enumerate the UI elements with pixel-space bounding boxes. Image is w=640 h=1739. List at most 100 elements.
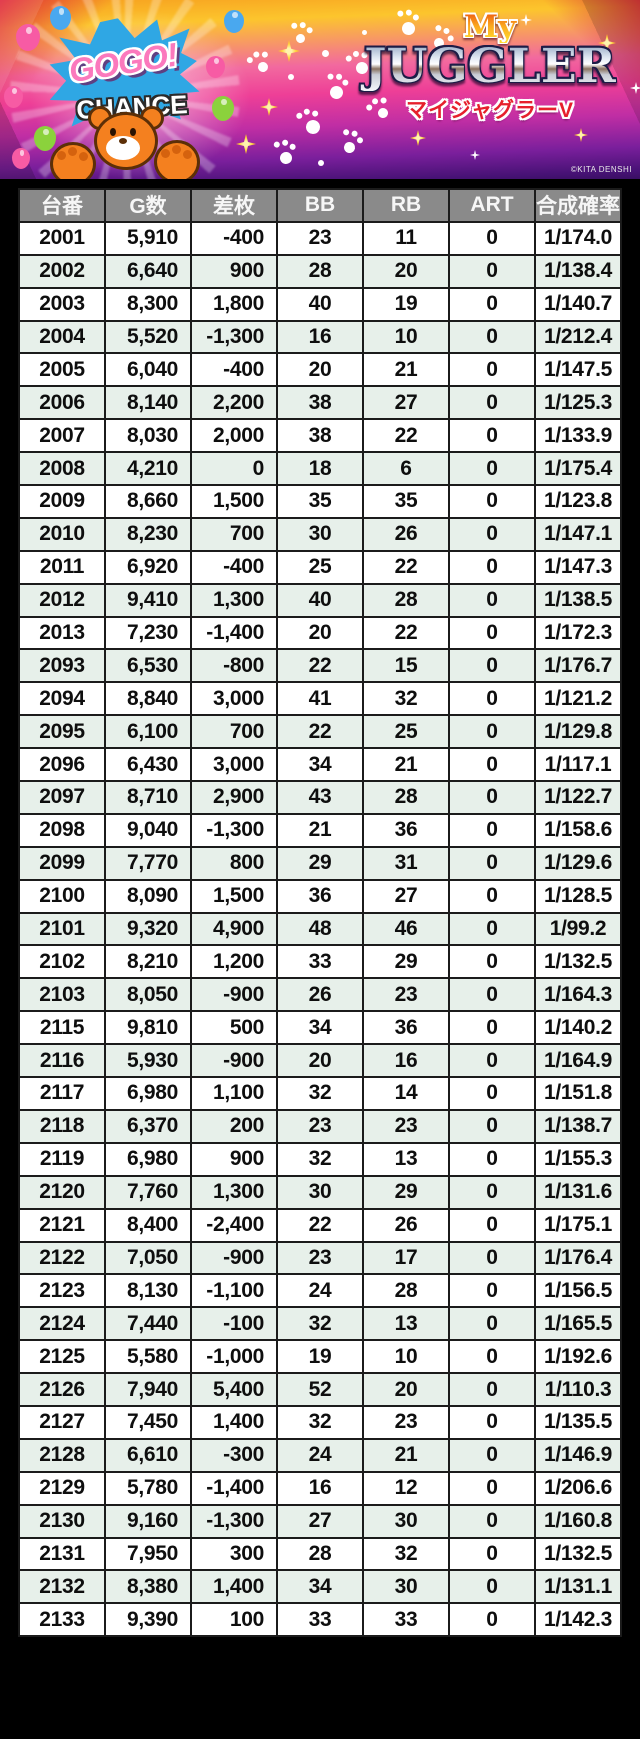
cell-combined-probability: 1/176.7	[534, 648, 622, 684]
cell-rb-count: 14	[362, 1076, 450, 1111]
cell-diff-medals: -1,400	[190, 1470, 278, 1506]
column-header-rb-count: RB	[362, 188, 450, 223]
cell-machine-number: 2008	[18, 451, 106, 487]
cell-game-count: 6,610	[104, 1437, 192, 1473]
table-row: 2132 8,380 1,400 34 30 0 1/131.1	[18, 1569, 622, 1605]
cell-art-count: 0	[448, 1470, 536, 1506]
cell-machine-number: 2129	[18, 1470, 106, 1506]
cell-bb-count: 20	[276, 615, 364, 651]
table-row: 2119 6,980 900 32 13 0 1/155.3	[18, 1141, 622, 1177]
cell-bb-count: 32	[276, 1141, 364, 1177]
cell-combined-probability: 1/133.9	[534, 418, 622, 454]
cell-combined-probability: 1/164.3	[534, 977, 622, 1013]
cell-diff-medals: 1,100	[190, 1076, 278, 1111]
table-row: 2121 8,400 -2,400 22 26 0 1/175.1	[18, 1207, 622, 1243]
cell-diff-medals: 1,400	[190, 1404, 278, 1440]
cell-bb-count: 32	[276, 1076, 364, 1111]
cell-rb-count: 17	[362, 1240, 450, 1276]
table-row: 2006 8,140 2,200 38 27 0 1/125.3	[18, 385, 622, 421]
cell-combined-probability: 1/121.2	[534, 681, 622, 717]
table-row: 2126 7,940 5,400 52 20 0 1/110.3	[18, 1372, 622, 1407]
cell-machine-number: 2007	[18, 418, 106, 454]
cell-diff-medals: 4,900	[190, 911, 278, 947]
cell-art-count: 0	[448, 1273, 536, 1309]
table-row: 2012 9,410 1,300 40 28 0 1/138.5	[18, 582, 622, 618]
cell-machine-number: 2103	[18, 977, 106, 1013]
cell-diff-medals: -1,100	[190, 1273, 278, 1309]
cell-bb-count: 22	[276, 1207, 364, 1243]
cell-machine-number: 2096	[18, 747, 106, 783]
cell-machine-number: 2093	[18, 648, 106, 684]
paw-print-icon	[328, 84, 345, 101]
balloon-icon	[12, 148, 30, 169]
cell-rb-count: 6	[362, 451, 450, 487]
cell-art-count: 0	[448, 812, 536, 848]
cell-rb-count: 30	[362, 1569, 450, 1605]
cell-art-count: 0	[448, 582, 536, 618]
cell-combined-probability: 1/132.5	[534, 944, 622, 980]
cell-machine-number: 2116	[18, 1043, 106, 1079]
cell-diff-medals: 700	[190, 516, 278, 552]
table-row: 2013 7,230 -1,400 20 22 0 1/172.3	[18, 615, 622, 651]
cell-game-count: 6,920	[104, 549, 192, 585]
cell-diff-medals: 3,000	[190, 681, 278, 717]
cell-rb-count: 10	[362, 1339, 450, 1375]
cell-diff-medals: 500	[190, 1010, 278, 1046]
cell-game-count: 7,770	[104, 845, 192, 881]
table-row: 2100 8,090 1,500 36 27 0 1/128.5	[18, 878, 622, 914]
cell-diff-medals: 2,000	[190, 418, 278, 454]
juggler-sub-text: マイジャグラーV	[406, 98, 574, 122]
cell-machine-number: 2100	[18, 878, 106, 914]
cell-machine-number: 2130	[18, 1503, 106, 1539]
cell-combined-probability: 1/125.3	[534, 385, 622, 421]
table-row: 2010 8,230 700 30 26 0 1/147.1	[18, 516, 622, 552]
cell-diff-medals: -2,400	[190, 1207, 278, 1243]
table-row: 2115 9,810 500 34 36 0 1/140.2	[18, 1010, 622, 1046]
cell-machine-number: 2102	[18, 944, 106, 980]
table-row: 2093 6,530 -800 22 15 0 1/176.7	[18, 648, 622, 684]
column-header-art-count: ART	[448, 188, 536, 223]
table-row: 2008 4,210 0 18 6 0 1/175.4	[18, 451, 622, 487]
cell-game-count: 7,050	[104, 1240, 192, 1276]
table-row: 2098 9,040 -1,300 21 36 0 1/158.6	[18, 812, 622, 848]
table-wrap: 台番 G数 差枚 BB RB ART 合成確率 2001 5,910 -400 23 11 0 1/17…	[18, 188, 622, 1638]
cell-machine-number: 2005	[18, 352, 106, 388]
balloon-icon	[16, 24, 40, 51]
tiger-icon	[50, 106, 210, 179]
cell-diff-medals: 5,400	[190, 1372, 278, 1407]
table-row: 2116 5,930 -900 20 16 0 1/164.9	[18, 1043, 622, 1079]
cell-art-count: 0	[448, 418, 536, 454]
cell-diff-medals: 200	[190, 1108, 278, 1144]
cell-game-count: 8,230	[104, 516, 192, 552]
cell-diff-medals: 300	[190, 1536, 278, 1572]
cell-rb-count: 35	[362, 484, 450, 519]
cell-machine-number: 2001	[18, 220, 106, 256]
cell-machine-number: 2133	[18, 1602, 106, 1638]
cell-diff-medals: -1,000	[190, 1339, 278, 1375]
cell-game-count: 6,370	[104, 1108, 192, 1144]
cell-art-count: 0	[448, 484, 536, 519]
cell-game-count: 4,210	[104, 451, 192, 487]
cell-rb-count: 23	[362, 977, 450, 1013]
cell-art-count: 0	[448, 1503, 536, 1539]
cell-combined-probability: 1/122.7	[534, 780, 622, 815]
cell-combined-probability: 1/140.2	[534, 1010, 622, 1046]
cell-rb-count: 28	[362, 780, 450, 815]
cell-art-count: 0	[448, 352, 536, 388]
table-row: 2101 9,320 4,900 48 46 0 1/99.2	[18, 911, 622, 947]
cell-machine-number: 2011	[18, 549, 106, 585]
cell-rb-count: 25	[362, 714, 450, 750]
cell-game-count: 5,930	[104, 1043, 192, 1079]
cell-game-count: 5,910	[104, 220, 192, 256]
cell-diff-medals: 1,400	[190, 1569, 278, 1605]
cell-combined-probability: 1/129.6	[534, 845, 622, 881]
sparkle-icon	[260, 98, 278, 116]
cell-diff-medals: 1,300	[190, 582, 278, 618]
cell-art-count: 0	[448, 911, 536, 947]
table-row: 2099 7,770 800 29 31 0 1/129.6	[18, 845, 622, 881]
cell-bb-count: 52	[276, 1372, 364, 1407]
cell-art-count: 0	[448, 286, 536, 322]
cell-bb-count: 26	[276, 977, 364, 1013]
cell-game-count: 7,230	[104, 615, 192, 651]
cell-machine-number: 2123	[18, 1273, 106, 1309]
